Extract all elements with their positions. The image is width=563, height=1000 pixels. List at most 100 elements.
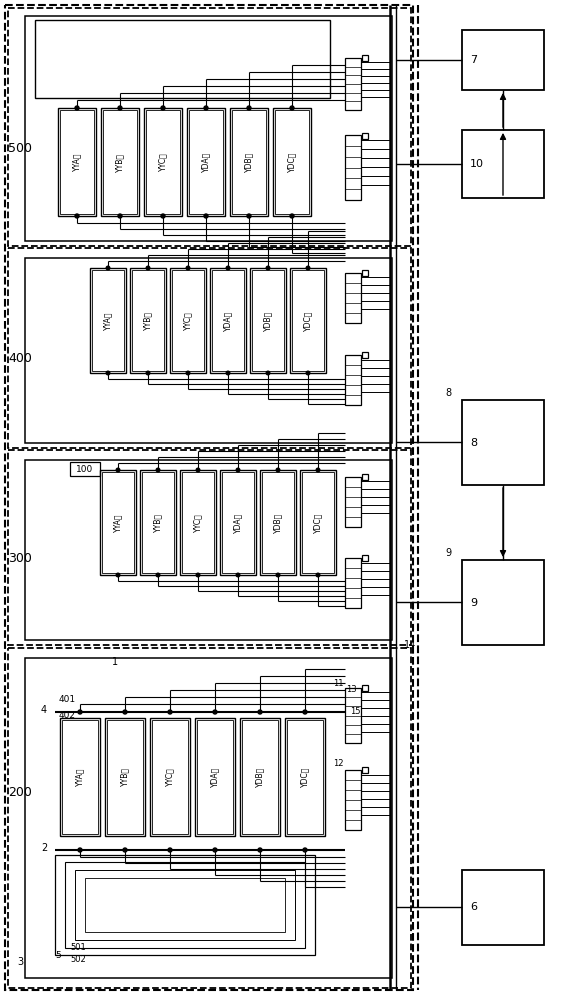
Bar <box>345 355 361 405</box>
Circle shape <box>106 266 110 270</box>
Bar <box>362 352 368 358</box>
Bar <box>105 718 145 836</box>
Bar <box>345 273 361 323</box>
Bar <box>362 767 368 773</box>
Text: YDB相: YDB相 <box>256 767 265 787</box>
Bar <box>345 558 361 608</box>
Bar <box>300 470 336 575</box>
Bar <box>262 472 294 573</box>
Bar <box>462 130 544 198</box>
Text: 14: 14 <box>404 640 416 650</box>
Circle shape <box>266 266 270 270</box>
Circle shape <box>290 214 294 218</box>
Circle shape <box>196 468 200 472</box>
Text: YDA相: YDA相 <box>202 152 211 172</box>
Bar <box>172 270 204 371</box>
Circle shape <box>306 371 310 375</box>
Text: YYA相: YYA相 <box>104 311 113 330</box>
Circle shape <box>118 106 122 110</box>
Circle shape <box>123 848 127 852</box>
Text: 3: 3 <box>17 957 23 967</box>
Bar <box>285 718 325 836</box>
Circle shape <box>226 371 230 375</box>
Bar <box>75 870 295 940</box>
Text: YYC相: YYC相 <box>194 513 203 532</box>
Bar <box>189 110 223 214</box>
Bar <box>292 270 324 371</box>
Circle shape <box>236 573 240 577</box>
Circle shape <box>306 266 310 270</box>
Bar <box>182 472 214 573</box>
Circle shape <box>156 468 160 472</box>
Text: 13: 13 <box>346 686 356 694</box>
Bar <box>462 870 544 945</box>
Bar <box>290 268 326 373</box>
Bar <box>242 720 278 834</box>
Text: 502: 502 <box>70 956 86 964</box>
Bar <box>5 5 413 990</box>
Text: YYC相: YYC相 <box>184 311 193 330</box>
Circle shape <box>316 468 320 472</box>
Circle shape <box>118 214 122 218</box>
Bar <box>132 270 164 371</box>
Text: 501: 501 <box>70 944 86 952</box>
Bar <box>142 472 174 573</box>
Text: 400: 400 <box>8 352 32 364</box>
Text: 15: 15 <box>350 708 360 716</box>
Circle shape <box>196 573 200 577</box>
Bar <box>25 258 392 443</box>
Circle shape <box>204 214 208 218</box>
Text: YYB相: YYB相 <box>115 152 124 172</box>
Bar <box>240 718 280 836</box>
Text: YYB相: YYB相 <box>144 311 153 330</box>
Bar <box>90 268 126 373</box>
Bar <box>222 472 254 573</box>
Text: 500: 500 <box>8 141 32 154</box>
Circle shape <box>146 371 150 375</box>
Circle shape <box>258 848 262 852</box>
Bar <box>197 720 233 834</box>
Bar <box>345 688 361 743</box>
Bar <box>130 268 166 373</box>
Bar <box>212 270 244 371</box>
Bar <box>362 474 368 480</box>
Bar <box>287 720 323 834</box>
Text: 8: 8 <box>470 438 477 448</box>
Circle shape <box>186 266 190 270</box>
Circle shape <box>75 106 79 110</box>
Bar <box>362 555 368 561</box>
Circle shape <box>161 214 165 218</box>
Bar <box>362 685 368 691</box>
Bar <box>362 270 368 276</box>
Text: 401: 401 <box>59 696 75 704</box>
Circle shape <box>303 710 307 714</box>
Circle shape <box>290 106 294 110</box>
Circle shape <box>258 710 262 714</box>
Circle shape <box>156 573 160 577</box>
Bar <box>55 855 315 955</box>
Circle shape <box>276 468 280 472</box>
Bar <box>85 878 285 932</box>
Bar <box>260 470 296 575</box>
Circle shape <box>116 468 120 472</box>
Text: 1: 1 <box>112 657 118 667</box>
Text: 8: 8 <box>446 388 452 398</box>
Circle shape <box>303 848 307 852</box>
Bar <box>462 560 544 645</box>
Bar <box>152 720 188 834</box>
Bar <box>35 20 330 98</box>
Text: YDA相: YDA相 <box>211 767 220 787</box>
Text: YYB相: YYB相 <box>120 768 129 786</box>
Text: 10: 10 <box>470 159 484 169</box>
Text: 4: 4 <box>41 705 47 715</box>
Text: 6: 6 <box>470 902 477 912</box>
Text: YDB相: YDB相 <box>244 152 253 172</box>
Bar <box>302 472 334 573</box>
Bar <box>60 718 100 836</box>
Bar <box>230 108 268 216</box>
Circle shape <box>186 371 190 375</box>
Circle shape <box>226 266 230 270</box>
Bar <box>25 16 392 241</box>
Circle shape <box>266 371 270 375</box>
Circle shape <box>247 214 251 218</box>
